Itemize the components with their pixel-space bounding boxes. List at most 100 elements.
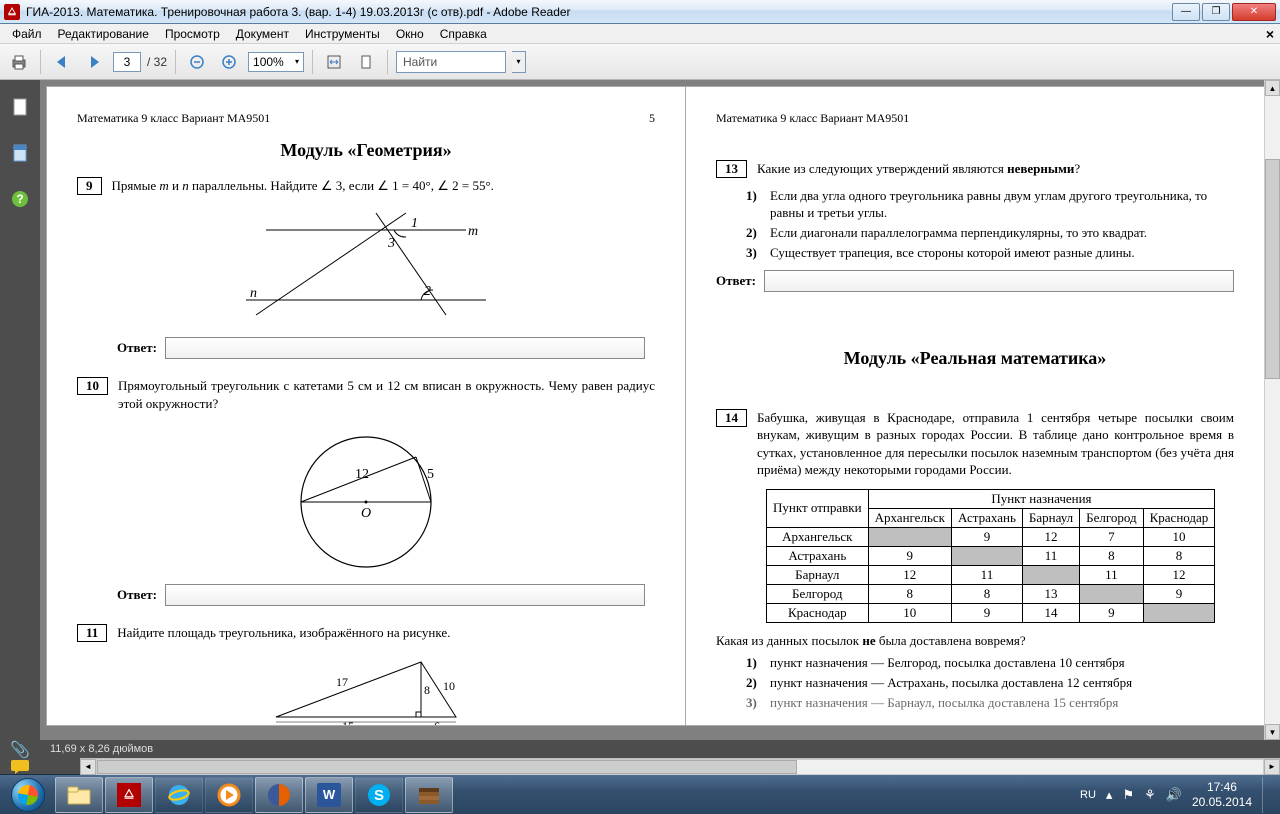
problem-13-num: 13 (716, 160, 747, 178)
maximize-button[interactable]: ❐ (1202, 3, 1230, 21)
menu-view[interactable]: Просмотр (157, 25, 228, 43)
find-placeholder: Найти (403, 55, 437, 69)
p14-opt3: пункт назначения — Барнаул, посылка дост… (770, 695, 1118, 712)
print-button[interactable] (6, 49, 32, 75)
answer-box-13[interactable] (764, 270, 1234, 292)
scroll-right-button[interactable]: ► (1264, 759, 1280, 775)
figure-9: 1 m 3 2 n (77, 205, 655, 329)
problem-10-text: Прямоугольный треугольник с катетами 5 с… (118, 377, 655, 412)
svg-text:10: 10 (443, 679, 455, 693)
fit-width-button[interactable] (321, 49, 347, 75)
answer-box-9[interactable] (165, 337, 645, 359)
answer-label-13: Ответ: (716, 273, 756, 289)
network-icon[interactable]: ⚘ (1144, 787, 1156, 803)
svg-text:8: 8 (424, 683, 430, 697)
menu-tools[interactable]: Инструменты (297, 25, 388, 43)
tb-wmp[interactable] (205, 777, 253, 813)
zoom-value[interactable]: 100%▾ (248, 52, 304, 72)
answer-box-10[interactable] (165, 584, 645, 606)
toolbar: / 32 100%▾ Найти ▾ (0, 44, 1280, 80)
scroll-up-button[interactable]: ▲ (1265, 80, 1280, 96)
tb-skype[interactable]: S (355, 777, 403, 813)
svg-text:5: 5 (427, 467, 434, 482)
horizontal-scrollbar[interactable]: ◄ ► (80, 758, 1280, 774)
lang-indicator[interactable]: RU (1080, 789, 1096, 801)
problem-10-num: 10 (77, 377, 108, 395)
p14-question: Какая из данных посылок не была доставле… (716, 633, 1234, 649)
window-title: ГИА-2013. Математика. Тренировочная рабо… (26, 5, 1172, 19)
show-desktop[interactable] (1262, 777, 1270, 813)
scroll-thumb[interactable] (1265, 159, 1280, 379)
tb-word[interactable]: W (305, 777, 353, 813)
app-icon: ⧋ (4, 4, 20, 20)
svg-text:1: 1 (411, 216, 418, 231)
menubar: Файл Редактирование Просмотр Документ Ин… (0, 24, 1280, 44)
menu-window[interactable]: Окно (388, 25, 432, 43)
svg-text:m: m (468, 224, 478, 239)
page-total: / 32 (147, 55, 167, 69)
problem-14-num: 14 (716, 409, 747, 427)
system-tray: RU ▴ ⚑ ⚘ 🔊 17:4620.05.2014 (1080, 777, 1278, 813)
problem-11-text: Найдите площадь треугольника, изображённ… (117, 624, 655, 642)
comments-icon[interactable] (9, 760, 31, 774)
module-title-1: Модуль «Геометрия» (77, 140, 655, 161)
p14-opt1: пункт назначения — Белгород, посылка дос… (770, 655, 1125, 672)
next-page-button[interactable] (81, 49, 107, 75)
vertical-scrollbar[interactable]: ▲ ▼ (1264, 80, 1280, 740)
volume-icon[interactable]: 🔊 (1166, 787, 1182, 803)
tb-firefox[interactable] (255, 777, 303, 813)
problem-9-num: 9 (77, 177, 102, 195)
page-input[interactable] (113, 52, 141, 72)
problem-11-num: 11 (77, 624, 107, 642)
p13-opt1: Если два угла одного треугольника равны … (770, 188, 1234, 222)
help-icon[interactable]: ? (9, 188, 31, 210)
fit-page-button[interactable] (353, 49, 379, 75)
tb-winrar[interactable] (405, 777, 453, 813)
page-right: Математика 9 класс Вариант МА9501 13 Как… (685, 86, 1265, 726)
zoom-text: 100% (253, 55, 284, 69)
app-body: ? Математика 9 класс Вариант МА9501 5 Мод… (0, 80, 1280, 740)
menu-edit[interactable]: Редактирование (50, 25, 157, 43)
page-number: 5 (649, 111, 655, 126)
menu-help[interactable]: Справка (432, 25, 495, 43)
svg-text:S: S (374, 787, 384, 804)
zoom-in-button[interactable] (216, 49, 242, 75)
tray-up-icon[interactable]: ▴ (1106, 787, 1113, 803)
zoom-out-button[interactable] (184, 49, 210, 75)
menu-document[interactable]: Документ (228, 25, 297, 43)
menu-file[interactable]: Файл (4, 25, 50, 43)
window-titlebar: ⧋ ГИА-2013. Математика. Тренировочная ра… (0, 0, 1280, 24)
close-button[interactable]: ✕ (1232, 3, 1276, 21)
status-text: 11,69 x 8,26 дюймов (50, 743, 153, 755)
pages-panel-icon[interactable] (9, 96, 31, 118)
doc-close-icon[interactable]: × (1266, 26, 1274, 42)
svg-text:12: 12 (355, 467, 369, 482)
problem-13-text: Какие из следующих утверждений являются … (757, 160, 1234, 178)
hscroll-thumb[interactable] (97, 760, 797, 774)
tb-adobe[interactable]: ⧋ (105, 777, 153, 813)
attachments-icon[interactable]: 📎 (9, 740, 31, 760)
p14-opt2: пункт назначения — Астрахань, посылка до… (770, 675, 1132, 692)
tb-explorer[interactable] (55, 777, 103, 813)
taskbar: ⧋ W S RU ▴ ⚑ ⚘ 🔊 17:4620.05.2014 (0, 774, 1280, 814)
bookmarks-panel-icon[interactable] (9, 142, 31, 164)
prev-page-button[interactable] (49, 49, 75, 75)
clock[interactable]: 17:4620.05.2014 (1192, 780, 1252, 809)
page-header-text-r: Математика 9 класс Вариант МА9501 (716, 111, 909, 126)
nav-panel: ? (0, 80, 40, 740)
scroll-left-button[interactable]: ◄ (80, 759, 96, 775)
figure-10: 12 5 O (77, 422, 655, 576)
page-left: Математика 9 класс Вариант МА95015 Модул… (46, 86, 686, 726)
svg-text:n: n (250, 286, 257, 301)
find-input[interactable]: Найти (396, 51, 506, 73)
minimize-button[interactable]: — (1172, 3, 1200, 21)
answer-label: Ответ: (117, 340, 157, 356)
start-button[interactable] (2, 776, 54, 814)
find-dropdown[interactable]: ▾ (512, 51, 526, 73)
figure-11: 17 8 10 15 6 (77, 652, 655, 726)
answer-label-10: Ответ: (117, 587, 157, 603)
flag-icon[interactable]: ⚑ (1122, 787, 1134, 803)
scroll-down-button[interactable]: ▼ (1265, 724, 1280, 740)
tb-ie[interactable] (155, 777, 203, 813)
problem-14-text: Бабушка, живущая в Краснодаре, отправила… (757, 409, 1234, 479)
